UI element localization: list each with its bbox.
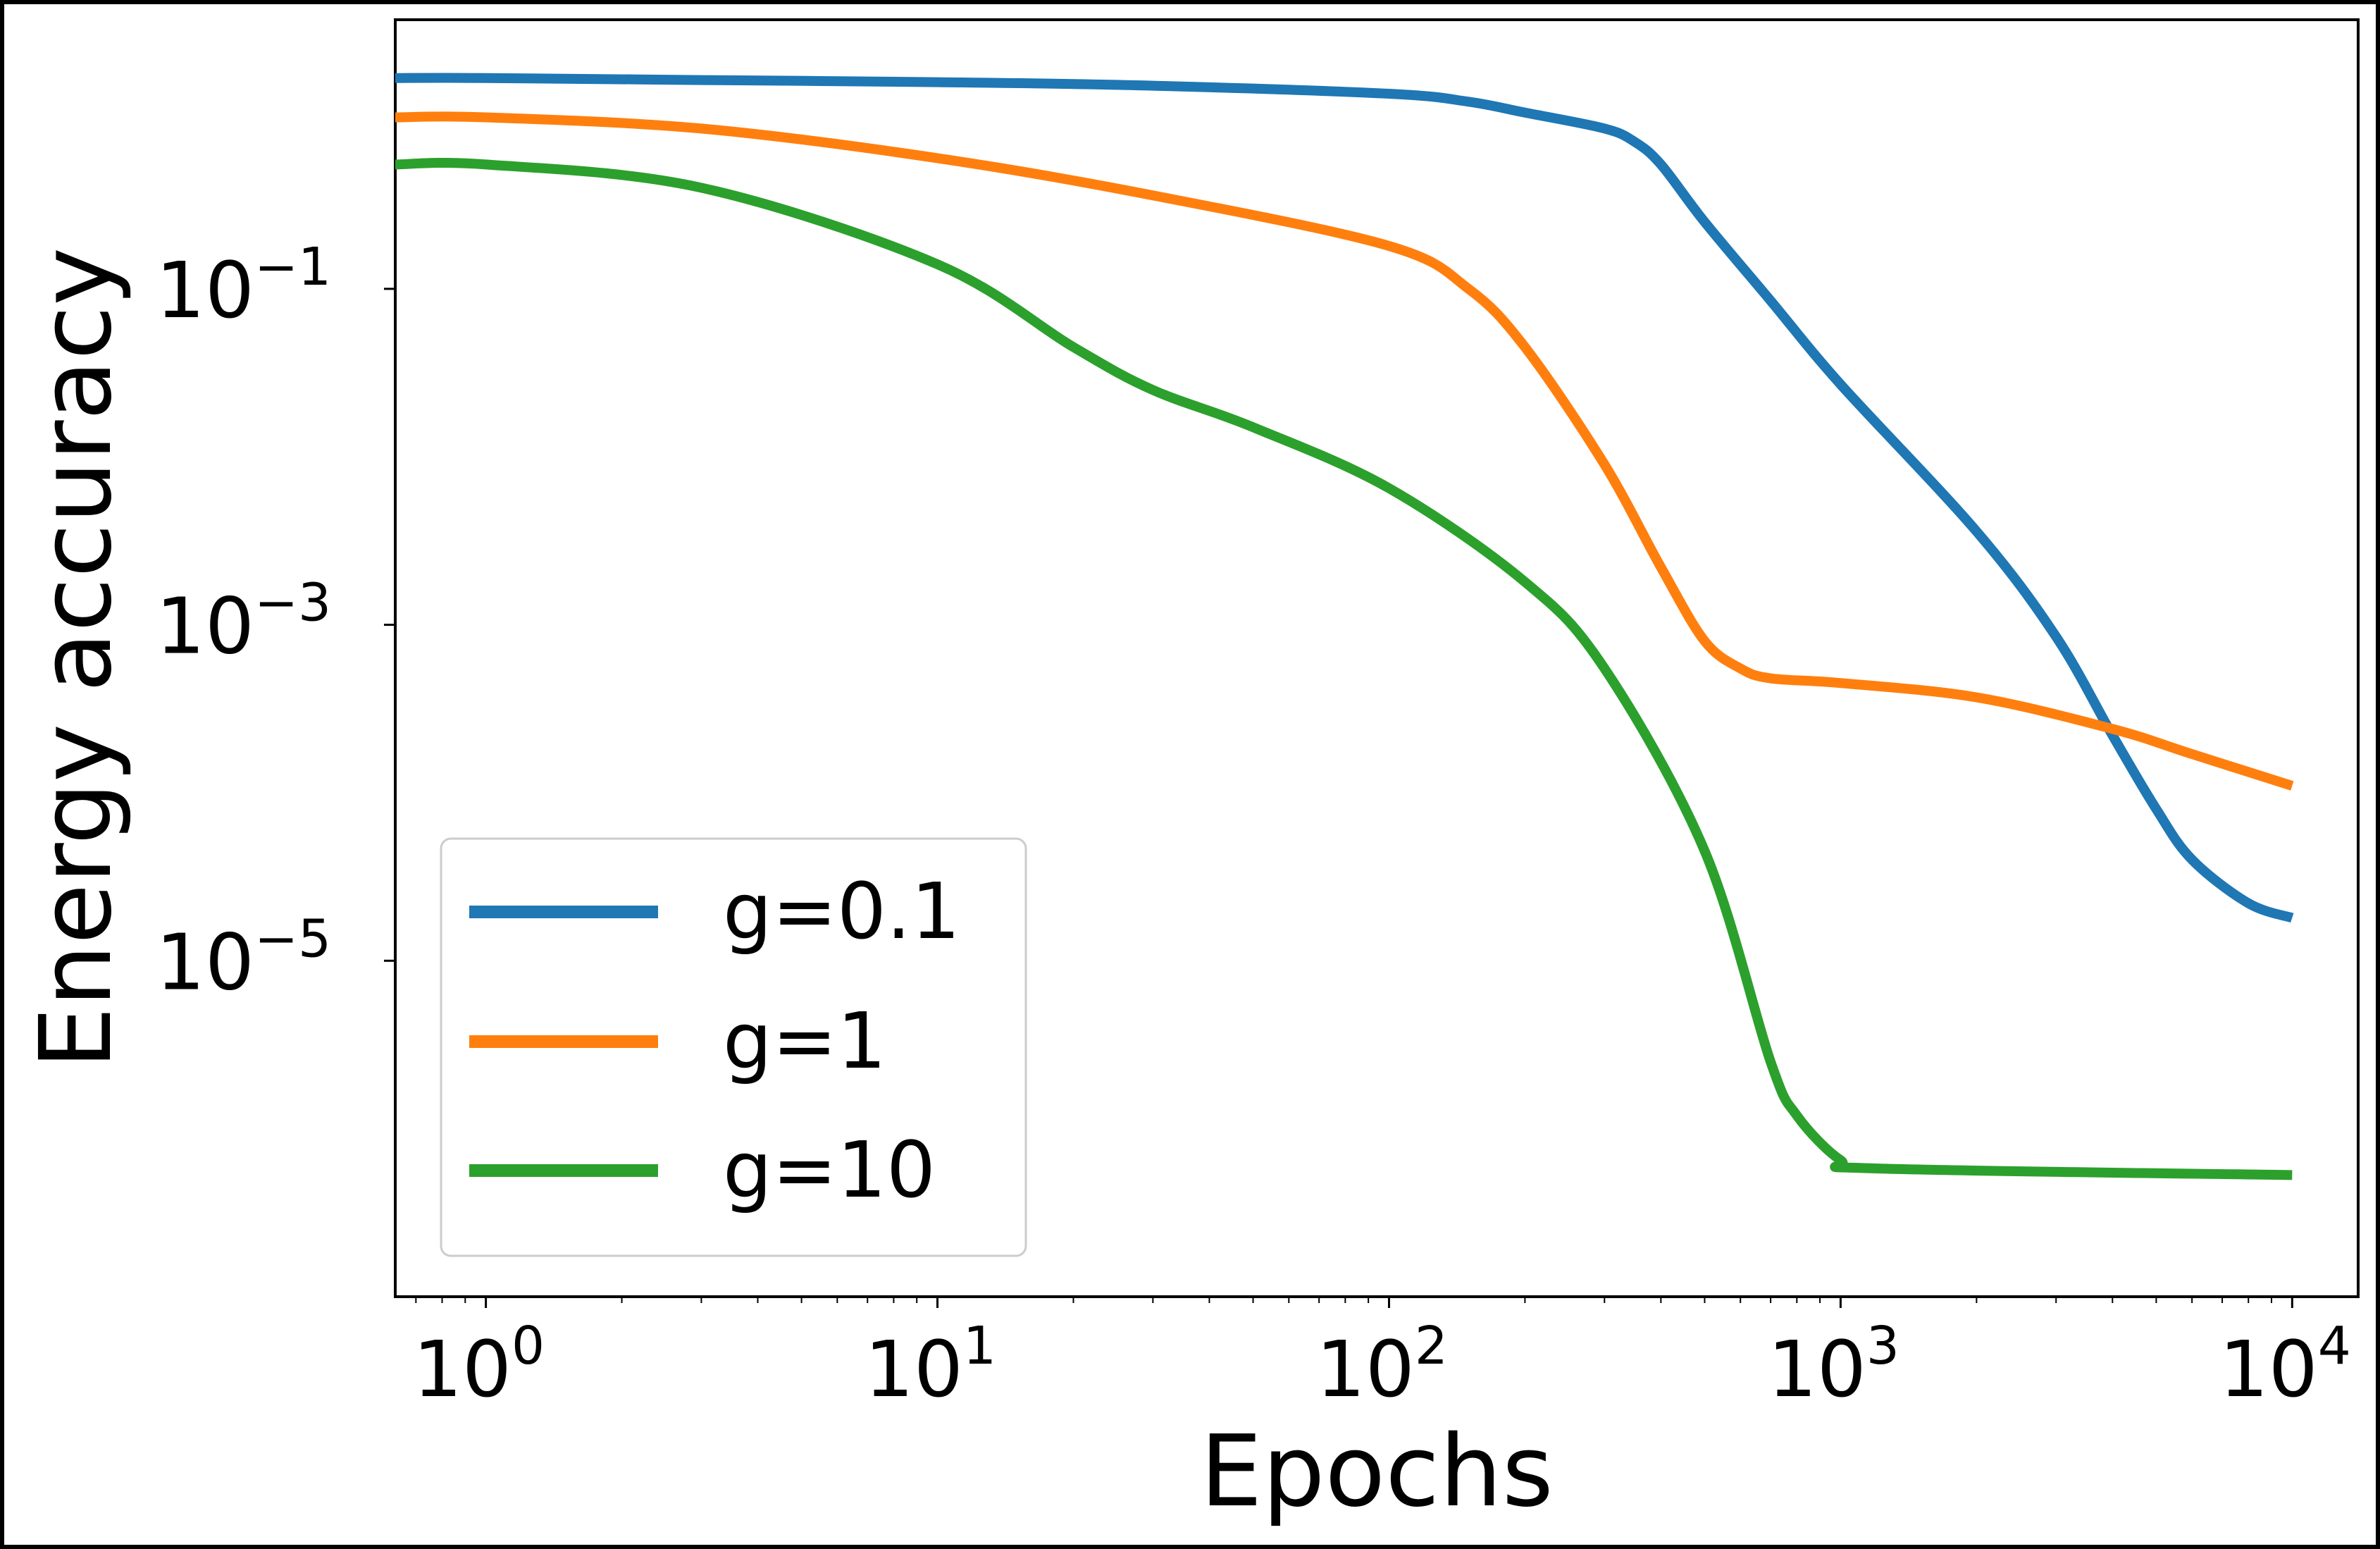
tick-layer: 100 101 102 103 104 10−1 10−3 10−5 bbox=[156, 237, 2351, 1414]
x-axis-label: Epochs bbox=[1200, 1414, 1554, 1529]
y-tick-label: 10−5 bbox=[156, 908, 331, 1007]
y-tick-label: 10−3 bbox=[156, 573, 331, 672]
y-axis-label: Energy accuracy bbox=[19, 247, 134, 1069]
x-tick-label: 101 bbox=[864, 1316, 996, 1414]
legend-label-g1: g=1 bbox=[723, 996, 886, 1086]
x-tick-label: 104 bbox=[2219, 1316, 2351, 1414]
x-tick-label: 102 bbox=[1316, 1316, 1448, 1414]
series-line-g-0-1 bbox=[395, 73, 2294, 923]
line-chart: 100 101 102 103 104 10−1 10−3 10−5 Epochs Energ… bbox=[19, 18, 2360, 1529]
legend-label-g0-1: g=0.1 bbox=[723, 866, 960, 956]
y-tick-label: 10−1 bbox=[156, 237, 331, 335]
series-line-g-10 bbox=[395, 157, 2293, 1180]
legend-label-g10: g=10 bbox=[723, 1125, 936, 1215]
legend: g=0.1 g=1 g=10 bbox=[440, 837, 1027, 1257]
series-line-g-1 bbox=[395, 111, 2294, 791]
legend-box bbox=[440, 837, 1027, 1257]
x-tick-label: 103 bbox=[1768, 1316, 1899, 1414]
x-tick-label: 100 bbox=[413, 1316, 545, 1414]
series-layer bbox=[395, 73, 2294, 1180]
